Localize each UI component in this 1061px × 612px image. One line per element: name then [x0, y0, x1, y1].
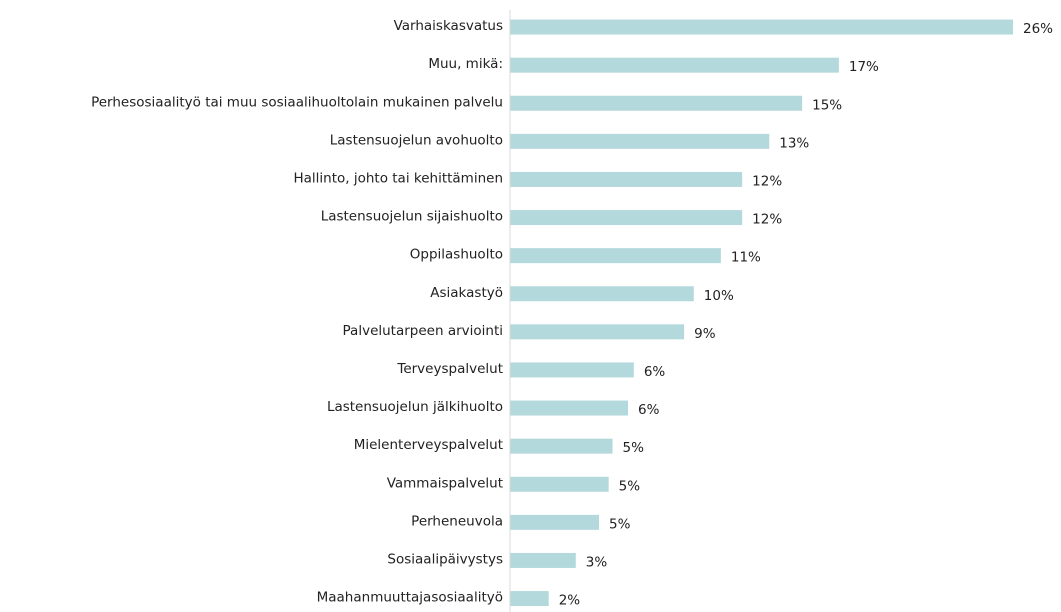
bar [510, 286, 694, 302]
category-label: Lastensuojelun sijaishuolto [321, 209, 503, 225]
bar [510, 476, 609, 492]
bar [510, 19, 1013, 35]
bar [510, 95, 803, 111]
bar [510, 210, 743, 226]
value-label: 13% [779, 135, 809, 151]
bar [510, 400, 629, 416]
category-label: Varhaiskasvatus [394, 18, 503, 34]
category-label: Maahanmuuttajasosiaalityö [317, 590, 503, 606]
category-label: Muu, mikä: [428, 56, 503, 72]
value-label: 12% [752, 212, 782, 228]
value-label: 15% [812, 97, 842, 113]
value-label: 5% [623, 440, 645, 456]
value-label: 5% [619, 478, 641, 494]
category-label: Sosiaalipäivystys [387, 551, 503, 567]
category-label: Palvelutarpeen arviointi [343, 323, 503, 339]
bar [510, 171, 743, 187]
bar [510, 133, 770, 149]
value-label: 6% [638, 402, 660, 418]
value-label: 5% [609, 516, 631, 532]
category-label: Lastensuojelun jälkihuolto [327, 399, 503, 415]
bar [510, 57, 839, 73]
value-label: 26% [1023, 21, 1053, 37]
value-label: 12% [752, 173, 782, 189]
bar [510, 552, 576, 568]
bar [510, 248, 721, 264]
bar [510, 324, 685, 340]
category-label: Perhesosiaalityö tai muu sosiaalihuoltol… [91, 94, 503, 110]
value-label: 9% [694, 326, 716, 342]
value-label: 17% [849, 59, 879, 75]
category-label: Asiakastyö [430, 285, 503, 301]
bar [510, 362, 634, 378]
category-label: Hallinto, johto tai kehittäminen [293, 170, 503, 186]
category-label: Mielenterveyspalvelut [354, 437, 503, 453]
category-label: Perheneuvola [411, 513, 503, 529]
bar [510, 591, 549, 607]
value-label: 11% [731, 250, 761, 266]
category-label: Lastensuojelun avohuolto [330, 132, 503, 148]
value-label: 6% [644, 364, 666, 380]
category-label: Oppilashuolto [410, 247, 503, 263]
value-label: 3% [586, 554, 608, 570]
value-label: 2% [559, 593, 581, 609]
bar [510, 514, 599, 530]
bar [510, 438, 613, 454]
category-label: Terveyspalvelut [396, 361, 503, 377]
category-label: Vammaispalvelut [387, 475, 503, 491]
value-label: 10% [704, 288, 734, 304]
